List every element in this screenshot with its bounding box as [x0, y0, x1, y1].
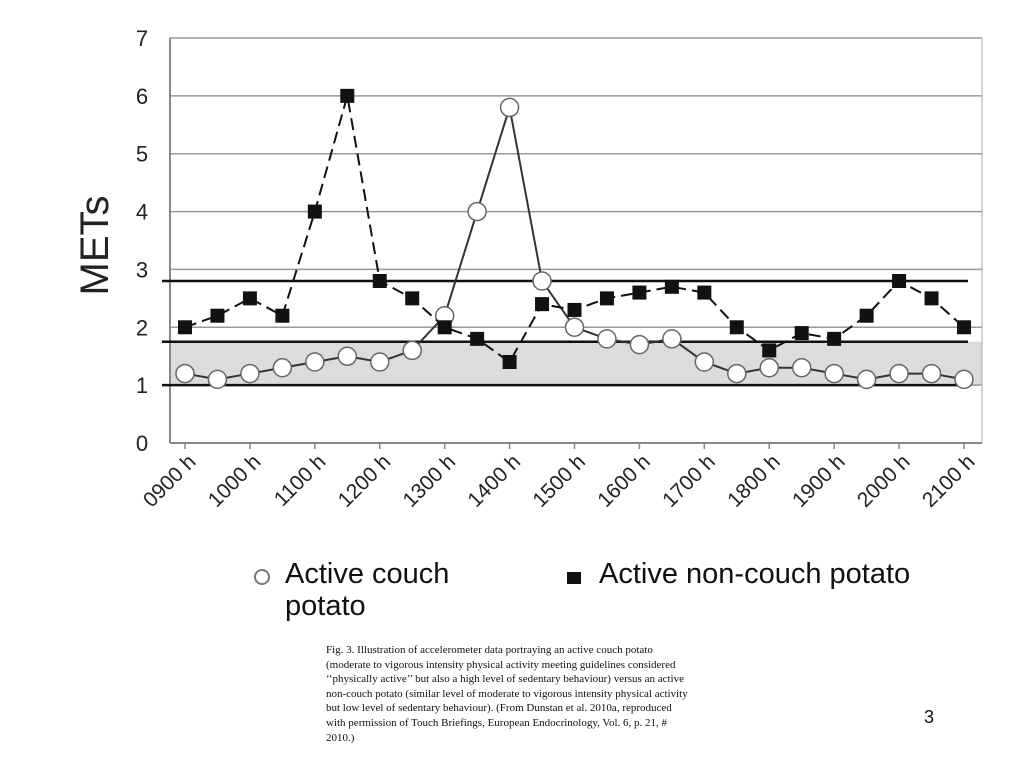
point [921, 363, 942, 384]
series-line [184, 107, 965, 381]
x-tick-label: 1600 h [593, 450, 655, 512]
x-tick-label: 1500 h [528, 450, 590, 512]
point [729, 320, 744, 335]
y-tick-label: 2 [136, 315, 148, 340]
x-tick-label: 1400 h [463, 450, 525, 512]
y-tick-label: 1 [136, 373, 148, 398]
chart: 0 1 2 3 4 5 6 7 METs 0900 h 1000 h 1100 h 1200 h 1300… [73, 26, 983, 512]
point [502, 355, 517, 369]
x-tick-label: 0900 h [139, 450, 201, 512]
legend-marker [254, 569, 270, 585]
point [597, 329, 617, 349]
point [372, 274, 387, 288]
point [924, 291, 939, 306]
page-number: 3 [924, 707, 935, 727]
point [207, 369, 228, 390]
point [567, 302, 582, 317]
point [827, 331, 842, 346]
point [794, 326, 809, 341]
legend-entry: Active non-couch potato [562, 558, 922, 590]
point [824, 363, 844, 384]
y-axis-label: METs [73, 196, 117, 296]
point [759, 358, 779, 378]
legend-marker [567, 572, 581, 584]
point [599, 291, 614, 306]
point [957, 320, 971, 335]
y-tick-label: 4 [136, 200, 148, 225]
x-tick-label: 1100 h [270, 450, 331, 511]
point [175, 363, 195, 384]
legend-entry: Active couch potato [250, 558, 495, 622]
point [762, 343, 777, 358]
point [859, 308, 874, 323]
x-tick-label: 2100 h [918, 450, 980, 512]
x-tick-label: 1900 h [788, 450, 850, 512]
point [178, 320, 192, 335]
point [892, 274, 907, 288]
y-tick-label: 0 [136, 431, 148, 456]
point [697, 285, 712, 300]
point [402, 340, 422, 361]
point [564, 317, 585, 338]
x-tick-label: 1800 h [723, 450, 785, 512]
point [467, 201, 487, 222]
point [240, 363, 260, 384]
y-tick-label: 7 [136, 26, 148, 51]
point [337, 346, 358, 366]
point [535, 297, 550, 312]
point [664, 279, 679, 294]
point [405, 291, 420, 306]
point [210, 308, 225, 323]
y-tick-label: 6 [136, 84, 148, 109]
x-tick-label: 2000 h [853, 450, 915, 512]
point [370, 352, 390, 372]
x-tick-label: 1200 h [334, 450, 396, 512]
point [889, 363, 909, 384]
point [307, 204, 322, 219]
point [470, 331, 485, 346]
legend-label: Active non-couch potato [599, 558, 911, 590]
x-tick-label: 1300 h [399, 450, 461, 512]
point [629, 334, 650, 355]
point [856, 369, 877, 390]
legend-label: Active couch potato [285, 558, 450, 622]
y-tick-label: 3 [136, 257, 148, 282]
point [532, 271, 552, 291]
point [632, 285, 647, 300]
x-tick-label: 1700 h [658, 450, 720, 512]
point [954, 369, 974, 390]
y-tick-label: 5 [136, 142, 148, 167]
point [305, 352, 325, 372]
point [791, 358, 812, 378]
point [727, 363, 747, 384]
caption: Fig. 3. Illustration of accelerometer da… [326, 644, 688, 744]
point [662, 329, 682, 349]
point [242, 291, 257, 306]
point [340, 88, 355, 103]
point [499, 97, 520, 118]
x-tick-label: 1000 h [204, 450, 266, 512]
point [694, 352, 715, 372]
point [437, 320, 452, 335]
point [275, 308, 290, 323]
point [272, 358, 293, 378]
